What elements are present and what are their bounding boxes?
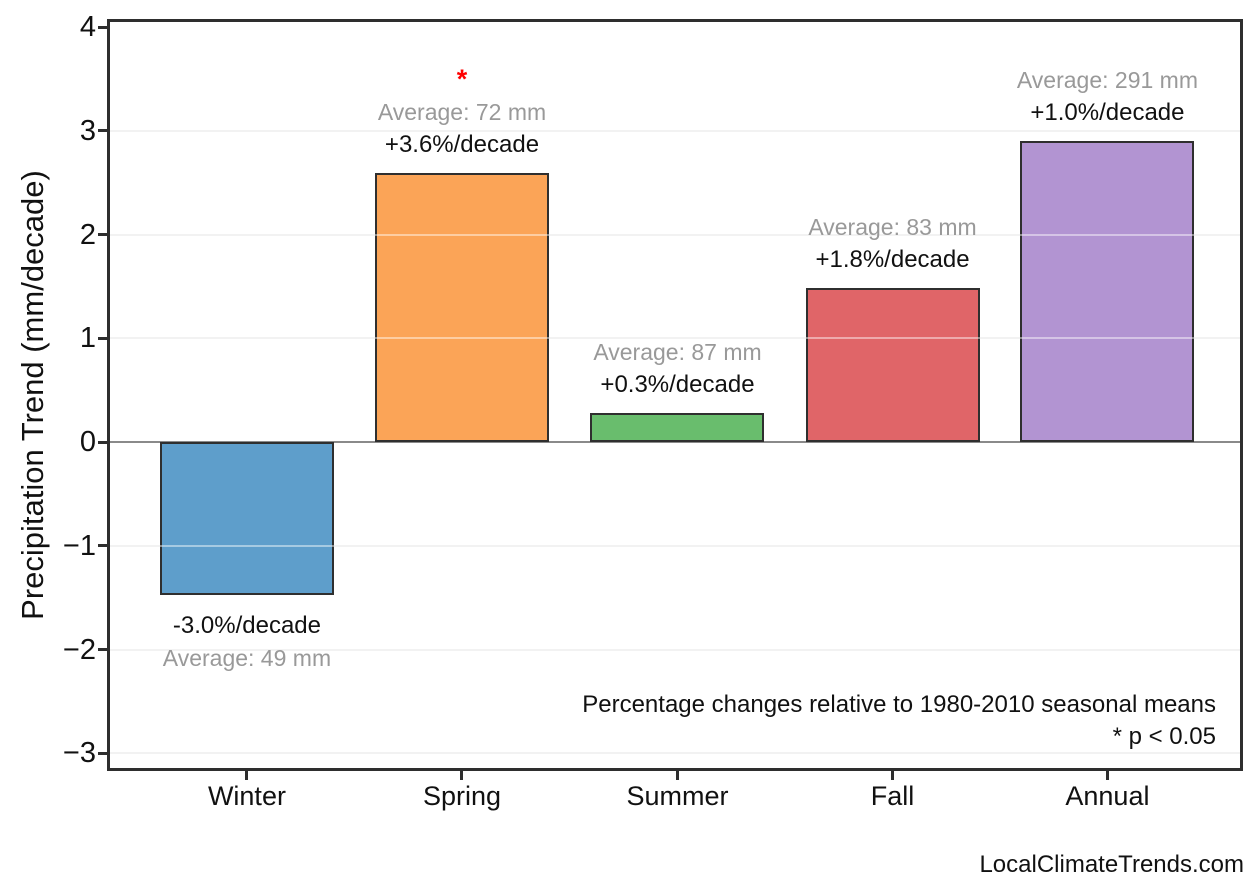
bar-label-percent-fall: +1.8%/decade xyxy=(815,245,970,273)
x-tick-mark xyxy=(1105,771,1109,780)
y-tick-label: 2 xyxy=(79,218,96,251)
gridline xyxy=(110,233,1240,236)
y-tick-mark xyxy=(98,648,107,652)
bar-label-percent-winter: -3.0%/decade xyxy=(172,611,321,639)
gridline xyxy=(110,129,1240,132)
x-tick-label-annual: Annual xyxy=(1065,781,1150,811)
bar-label-percent-summer: +0.3%/decade xyxy=(600,371,755,399)
x-tick-mark xyxy=(891,771,895,780)
y-tick-mark xyxy=(98,336,107,340)
y-tick-label: 0 xyxy=(79,426,96,459)
footnote-line2: * p < 0.05 xyxy=(1112,723,1216,750)
watermark: LocalClimateTrends.com xyxy=(979,851,1244,878)
bar-spring xyxy=(374,173,549,443)
zero-line xyxy=(110,441,1240,444)
y-tick-label: 4 xyxy=(79,11,96,44)
bar-label-average-winter: Average: 49 mm xyxy=(162,644,332,671)
bar-winter xyxy=(159,442,334,595)
x-tick-label-fall: Fall xyxy=(870,781,915,811)
x-tick-label-summer: Summer xyxy=(626,781,729,811)
footnote: Percentage changes relative to 1980-2010… xyxy=(582,689,1216,753)
x-tick-mark xyxy=(460,771,464,780)
y-tick-label: 3 xyxy=(79,114,96,147)
bar-label-average-spring: Average: 72 mm xyxy=(377,99,547,126)
footnote-line1: Percentage changes relative to 1980-2010… xyxy=(582,691,1216,718)
bar-label-average-annual: Average: 291 mm xyxy=(1016,67,1198,94)
gridline-overlay xyxy=(110,648,1240,651)
y-tick-mark xyxy=(98,129,107,133)
y-tick-mark xyxy=(98,25,107,29)
y-tick-label: 1 xyxy=(79,322,96,355)
gridline xyxy=(110,752,1240,755)
bar-annotation-winter: -3.0%/decade Average: 49 mm xyxy=(67,609,427,674)
bar-label-average-fall: Average: 83 mm xyxy=(808,213,977,240)
gridline-overlay xyxy=(110,129,1240,132)
y-tick-mark xyxy=(98,544,107,548)
y-tick-mark xyxy=(98,440,107,444)
y-tick-mark xyxy=(98,233,107,237)
bar-annotation-spring: * Average: 72 mm +3.6%/decade xyxy=(282,62,642,161)
gridline-overlay xyxy=(110,544,1240,547)
y-tick-label: −3 xyxy=(62,737,96,770)
gridline-overlay xyxy=(110,752,1240,755)
y-tick-label: −2 xyxy=(62,633,96,666)
y-tick-label: −1 xyxy=(62,529,96,562)
x-tick-mark xyxy=(245,771,249,780)
gridline xyxy=(110,648,1240,651)
bar-annual xyxy=(1020,141,1195,443)
bar-label-percent-spring: +3.6%/decade xyxy=(384,131,540,159)
significance-asterisk: * xyxy=(456,64,468,95)
bar-fall xyxy=(805,287,980,443)
bar-summer xyxy=(590,413,765,443)
y-tick-mark xyxy=(98,751,107,755)
x-tick-label-spring: Spring xyxy=(422,781,501,811)
bar-label-average-summer: Average: 87 mm xyxy=(593,339,762,366)
bar-annotation-annual: Average: 291 mm +1.0%/decade xyxy=(927,64,1258,129)
bar-annotation-fall: Average: 83 mm +1.8%/decade xyxy=(713,211,1073,276)
gridline-overlay xyxy=(110,337,1240,340)
x-tick-mark xyxy=(675,771,679,780)
gridline xyxy=(110,337,1240,340)
gridline-overlay xyxy=(110,233,1240,236)
bar-label-percent-annual: +1.0%/decade xyxy=(1030,99,1185,127)
gridline xyxy=(110,544,1240,547)
bar-annotation-summer: Average: 87 mm +0.3%/decade xyxy=(497,336,857,401)
x-tick-label-winter: Winter xyxy=(207,781,286,811)
